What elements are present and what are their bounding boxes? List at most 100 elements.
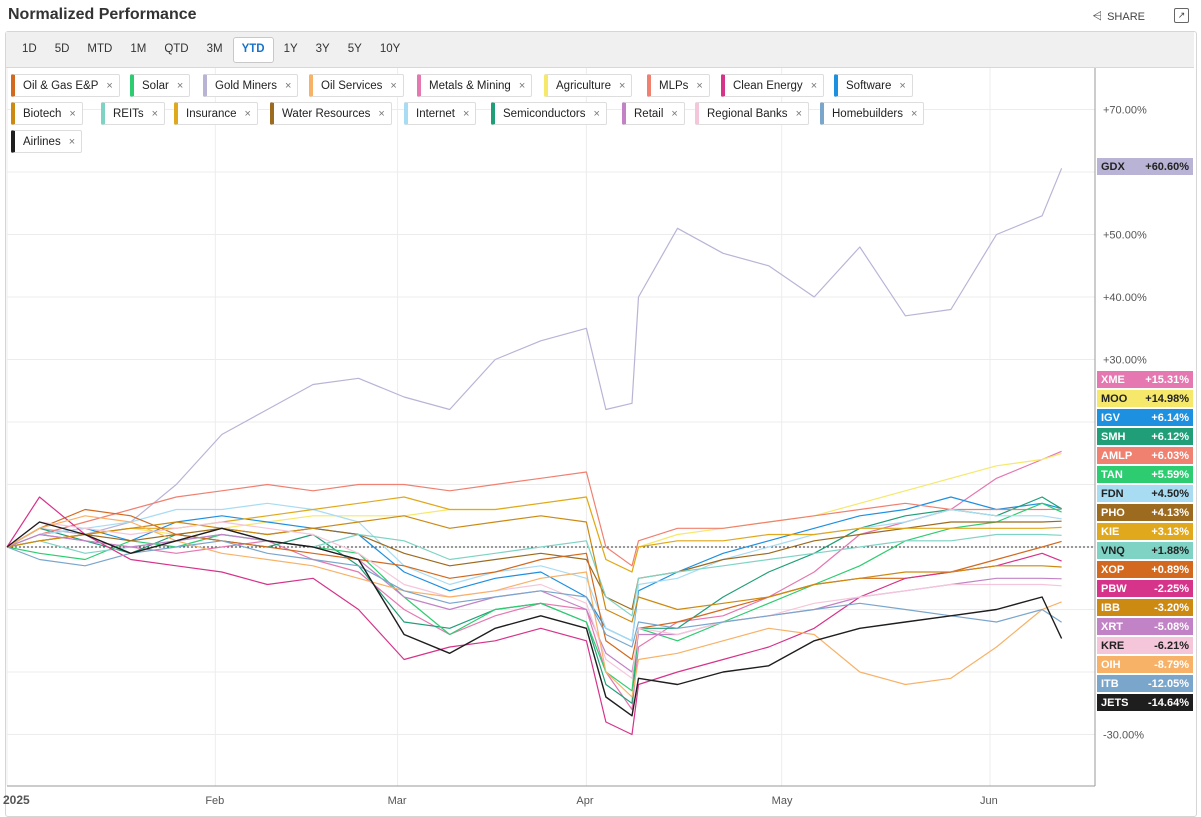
remove-icon[interactable]: × (810, 80, 818, 92)
y-tick-label: +70.00% (1103, 105, 1147, 117)
series-line-xop (6, 508, 1062, 661)
legend-label: Metals & Mining (429, 80, 511, 92)
expand-icon[interactable]: ↗ (1174, 8, 1189, 23)
value-tag-ticker: OIH (1101, 659, 1121, 671)
value-tag-ticker: AMLP (1101, 450, 1132, 462)
series-line-pbw (6, 496, 1062, 736)
value-tag-value: -2.25% (1154, 583, 1189, 595)
legend-chip[interactable]: Semiconductors × (491, 102, 607, 125)
value-tag (1097, 158, 1193, 175)
timeframe-1d[interactable]: 1D (22, 43, 37, 55)
legend-chip[interactable]: Homebuilders × (820, 102, 925, 125)
remove-icon[interactable]: × (68, 136, 76, 148)
x-tick-label: May (772, 795, 793, 807)
legend-chip[interactable]: Biotech × (11, 102, 83, 125)
value-tag-ticker: KIE (1101, 526, 1119, 538)
timeframe-1m[interactable]: 1M (130, 43, 147, 55)
legend-chip[interactable]: Retail × (622, 102, 685, 125)
timeframe-5y[interactable]: 5Y (347, 43, 362, 55)
legend-chip[interactable]: Insurance × (174, 102, 258, 125)
value-tag-value: -8.79% (1154, 659, 1189, 671)
value-tag-ticker: XME (1101, 374, 1125, 386)
legend-chip[interactable]: REITs × (101, 102, 166, 125)
series-line-jets (6, 521, 1063, 717)
remove-icon[interactable]: × (244, 108, 251, 120)
timeframe-10y[interactable]: 10Y (379, 43, 401, 55)
series-line-oih (6, 515, 1062, 698)
remove-icon[interactable]: × (618, 80, 626, 92)
timeframe-1y[interactable]: 1Y (283, 43, 298, 55)
remove-icon[interactable]: × (390, 80, 397, 92)
timeframe-list: 1D 5D MTD 1M QTD 3M YTD 1Y 3Y 5Y 10Y (14, 37, 408, 63)
timeframe-qtd[interactable]: QTD (164, 43, 189, 55)
remove-icon[interactable]: × (899, 80, 906, 92)
remove-icon[interactable]: × (671, 108, 678, 120)
legend-chip[interactable]: Oil & Gas E&P × (11, 74, 120, 97)
legend-chip[interactable]: Agriculture × (544, 74, 633, 97)
legend-label: REITs (113, 108, 144, 120)
remove-icon[interactable]: × (69, 108, 76, 120)
value-tag (1097, 428, 1193, 445)
value-tag-value: +6.14% (1151, 412, 1189, 424)
value-tag (1097, 447, 1193, 464)
remove-icon[interactable]: × (696, 80, 703, 92)
legend-chip[interactable]: Oil Services × (309, 74, 404, 97)
share-button[interactable]: ⩤ SHARE (1092, 9, 1145, 24)
value-tag (1097, 390, 1193, 407)
legend-chip[interactable]: Internet × (404, 102, 477, 125)
remove-icon[interactable]: × (463, 108, 470, 120)
value-tag-ticker: JETS (1101, 697, 1129, 709)
legend-label: Software (846, 80, 892, 92)
legend-label: Clean Energy (733, 80, 803, 92)
legend-chip[interactable]: Clean Energy × (721, 74, 825, 97)
legend-chip[interactable]: Airlines × (11, 130, 83, 153)
timeframe-3y[interactable]: 3Y (315, 43, 330, 55)
legend-chip[interactable]: Water Resources × (270, 102, 392, 125)
legend-chip[interactable]: Gold Miners × (203, 74, 299, 97)
value-tag (1097, 656, 1193, 673)
remove-icon[interactable]: × (176, 80, 184, 92)
remove-icon[interactable]: × (910, 108, 918, 120)
legend-label: Retail (634, 108, 664, 120)
timeframe-5d[interactable]: 5D (54, 43, 70, 55)
remove-icon[interactable]: × (151, 108, 159, 120)
legend-chip[interactable]: Solar × (130, 74, 191, 97)
legend-chip[interactable]: MLPs × (647, 74, 710, 97)
legend-chip[interactable]: Software × (834, 74, 913, 97)
value-tag-ticker: KRE (1101, 640, 1124, 652)
remove-icon[interactable]: × (518, 80, 526, 92)
legend-label: Biotech (23, 108, 62, 120)
legend-chip[interactable]: Regional Banks × (695, 102, 809, 125)
remove-icon[interactable]: × (795, 108, 802, 120)
value-tag (1097, 504, 1193, 521)
remove-icon[interactable]: × (285, 80, 292, 92)
value-tag-value: +5.59% (1151, 469, 1189, 481)
timeframe-mtd[interactable]: MTD (87, 43, 113, 55)
series-line-tan (6, 502, 1062, 692)
y-tick-label: +40.00% (1103, 292, 1147, 304)
remove-icon[interactable]: × (593, 108, 600, 120)
remove-icon[interactable]: × (378, 108, 385, 120)
timeframe-3m[interactable]: 3M (206, 43, 223, 55)
value-tag-ticker: VNQ (1101, 545, 1125, 557)
value-tag-ticker: PBW (1101, 583, 1127, 595)
x-tick-label: Mar (388, 795, 407, 807)
timeframe-ytd[interactable]: YTD (232, 37, 274, 63)
remove-icon[interactable]: × (106, 80, 113, 92)
value-tag-value: +4.50% (1151, 488, 1189, 500)
x-tick-label: Jun (980, 795, 998, 807)
value-tag-ticker: XRT (1101, 621, 1123, 633)
series-line-amlp (6, 471, 1062, 567)
share-icon: ⩤ (1092, 9, 1103, 23)
legend-label: Oil Services (321, 80, 383, 92)
value-tag (1097, 409, 1193, 426)
series-line-gdx (6, 168, 1063, 548)
legend-label: Airlines (23, 136, 61, 148)
legend-label: Gold Miners (215, 80, 277, 92)
value-tag-value: +1.88% (1151, 545, 1189, 557)
legend-label: Insurance (186, 108, 237, 120)
value-tag-ticker: IBB (1101, 602, 1120, 614)
legend-chip[interactable]: Metals & Mining × (417, 74, 533, 97)
series-line-fdn (6, 502, 1062, 642)
